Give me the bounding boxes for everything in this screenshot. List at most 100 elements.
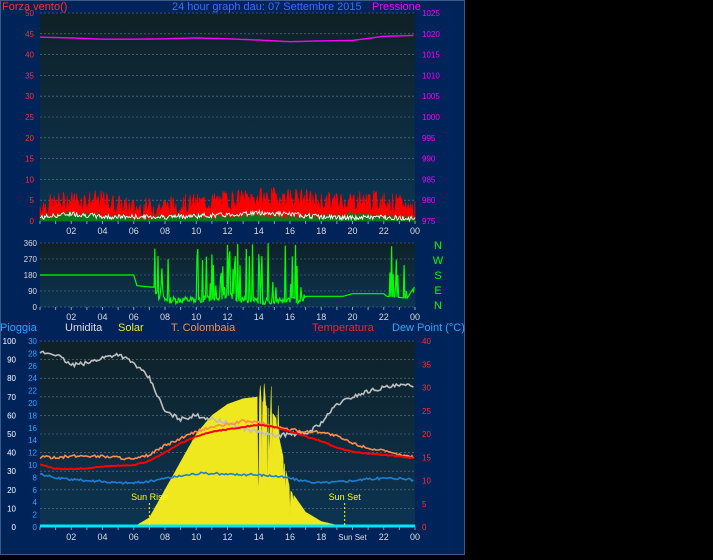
dir-x-tick-label: 02 (66, 312, 76, 322)
compass-label: W (433, 255, 444, 267)
pressure-axis-tick-label: 1020 (422, 30, 440, 39)
pressure-axis-tick-label: 1025 (422, 9, 440, 18)
temperature-series (39, 423, 414, 471)
pressure-axis-tick-label: 990 (422, 155, 436, 164)
wind-left-axis-tick-label: 25 (25, 113, 34, 122)
dir-axis-tick-label: 360 (24, 239, 38, 248)
compass-label: S (434, 270, 441, 282)
weather-x-tick-label: 10 (191, 532, 201, 542)
dew-point-series (39, 471, 414, 485)
rain-axis-tick-label: 22 (28, 387, 37, 396)
temperature-axis-tick-label: 20 (422, 430, 431, 439)
weather-x-tick-label: 06 (129, 532, 139, 542)
header-right-label: Pressione (372, 1, 421, 13)
wind-x-tick-label: 22 (379, 226, 389, 236)
wind-x-tick-label: 18 (316, 226, 326, 236)
dir-axis-tick-label: 180 (24, 271, 38, 280)
wind-left-axis-tick-label: 15 (25, 155, 34, 164)
wind-left-axis-tick-label: 20 (25, 134, 34, 143)
rain-axis-tick-label: 26 (28, 362, 37, 371)
legend-solar: Solar (118, 322, 144, 334)
dir-x-tick-label: 06 (129, 312, 139, 322)
rain-axis-tick-label: 12 (28, 449, 37, 458)
compass-label: E (434, 285, 441, 297)
weather-x-tick-label: 00 (410, 532, 420, 542)
humidity-axis-tick-label: 40 (7, 449, 16, 458)
humidity-axis-tick-label: 20 (7, 486, 16, 495)
rain-axis-tick-label: 6 (33, 486, 38, 495)
rain-axis-tick-label: 4 (33, 498, 38, 507)
dir-x-tick-label: 16 (285, 312, 295, 322)
wind-x-tick-label: 00 (410, 226, 420, 236)
rain-axis-tick-label: 10 (28, 461, 37, 470)
rain-axis-tick-label: 14 (28, 436, 37, 445)
humidity-axis-tick-label: 60 (7, 411, 16, 420)
humidity-axis-tick-label: 90 (7, 356, 16, 365)
rain-axis-tick-label: 28 (28, 349, 37, 358)
rain-axis-tick-label: 30 (28, 337, 37, 346)
legend-temperatura: Temperatura (312, 322, 375, 334)
wind-x-tick-label: 14 (254, 226, 264, 236)
compass-label: N (434, 300, 442, 312)
pressure-axis-tick-label: 980 (422, 196, 436, 205)
wind-x-tick-label: 06 (129, 226, 139, 236)
weather-x-tick-label: 08 (160, 532, 170, 542)
pressure-axis-tick-label: 975 (422, 217, 436, 226)
temperature-axis-tick-label: 5 (422, 500, 427, 509)
wind-left-axis-tick-label: 0 (30, 217, 35, 226)
wind-x-tick-label: 20 (347, 226, 357, 236)
pressure-axis-tick-label: 1005 (422, 92, 440, 101)
rain-axis-tick-label: 2 (33, 511, 38, 520)
rain-axis-tick-label: 0 (33, 523, 38, 532)
temperature-axis-tick-label: 30 (422, 384, 431, 393)
humidity-axis-tick-label: 0 (12, 523, 17, 532)
rain-axis-tick-label: 20 (28, 399, 37, 408)
pressure-series (39, 34, 414, 43)
legend-pioggia: Pioggia (0, 322, 38, 334)
temperature-axis-tick-label: 10 (422, 477, 431, 486)
dir-x-tick-label: 10 (191, 312, 201, 322)
humidity-axis-tick-label: 10 (7, 504, 16, 513)
dir-x-tick-label: 00 (410, 312, 420, 322)
temperature-humidity-chart: 0102030405060708090100024681012141618202… (3, 337, 432, 542)
humidity-axis-tick-label: 100 (3, 337, 17, 346)
weather-x-tick-label: 04 (97, 532, 107, 542)
header-title: 24 hour graph dau: 07 Settembre 2015 (172, 1, 362, 13)
legend-umidita: Umidita (65, 322, 103, 334)
wind-x-tick-label: 08 (160, 226, 170, 236)
wind-fill-series (39, 210, 416, 222)
dir-axis-tick-label: 270 (24, 255, 38, 264)
wind-left-axis-tick-label: 50 (25, 9, 34, 18)
wind-x-tick-label: 12 (222, 226, 232, 236)
wind-left-axis-tick-label: 45 (25, 30, 34, 39)
humidity-axis-tick-label: 70 (7, 393, 16, 402)
header-left-label: Forza vento() (2, 1, 67, 13)
wind-x-tick-label: 04 (97, 226, 107, 236)
rain-axis-tick-label: 16 (28, 424, 37, 433)
weather-x-tick-label: 22 (379, 532, 389, 542)
temperature-axis-tick-label: 25 (422, 407, 431, 416)
dir-x-tick-label: 12 (222, 312, 232, 322)
temperature-axis-tick-label: 0 (422, 523, 427, 532)
temperature-axis-tick-label: 15 (422, 453, 431, 462)
weather-x-tick-label: 02 (66, 532, 76, 542)
pressure-axis-tick-label: 1015 (422, 51, 440, 60)
wind-pressure-chart: 0510152025303540455097598098599099510001… (25, 9, 440, 236)
weather-x-tick-label: 16 (285, 532, 295, 542)
pressure-axis-tick-label: 995 (422, 134, 436, 143)
weather-x-tick-label: Sun Set (338, 533, 367, 542)
weather-x-tick-label: 12 (222, 532, 232, 542)
humidity-axis-tick-label: 80 (7, 374, 16, 383)
dir-axis-tick-label: 90 (28, 287, 37, 296)
pressure-axis-tick-label: 985 (422, 175, 436, 184)
rain-axis-tick-label: 24 (28, 374, 37, 383)
humidity-axis-tick-label: 30 (7, 467, 16, 476)
legend-dew-point: Dew Point (°C) (392, 322, 465, 334)
temperature-axis-tick-label: 40 (422, 337, 431, 346)
wind-left-axis-tick-label: 35 (25, 71, 34, 80)
wind-avg-series (39, 208, 416, 223)
dir-x-tick-label: 22 (379, 312, 389, 322)
